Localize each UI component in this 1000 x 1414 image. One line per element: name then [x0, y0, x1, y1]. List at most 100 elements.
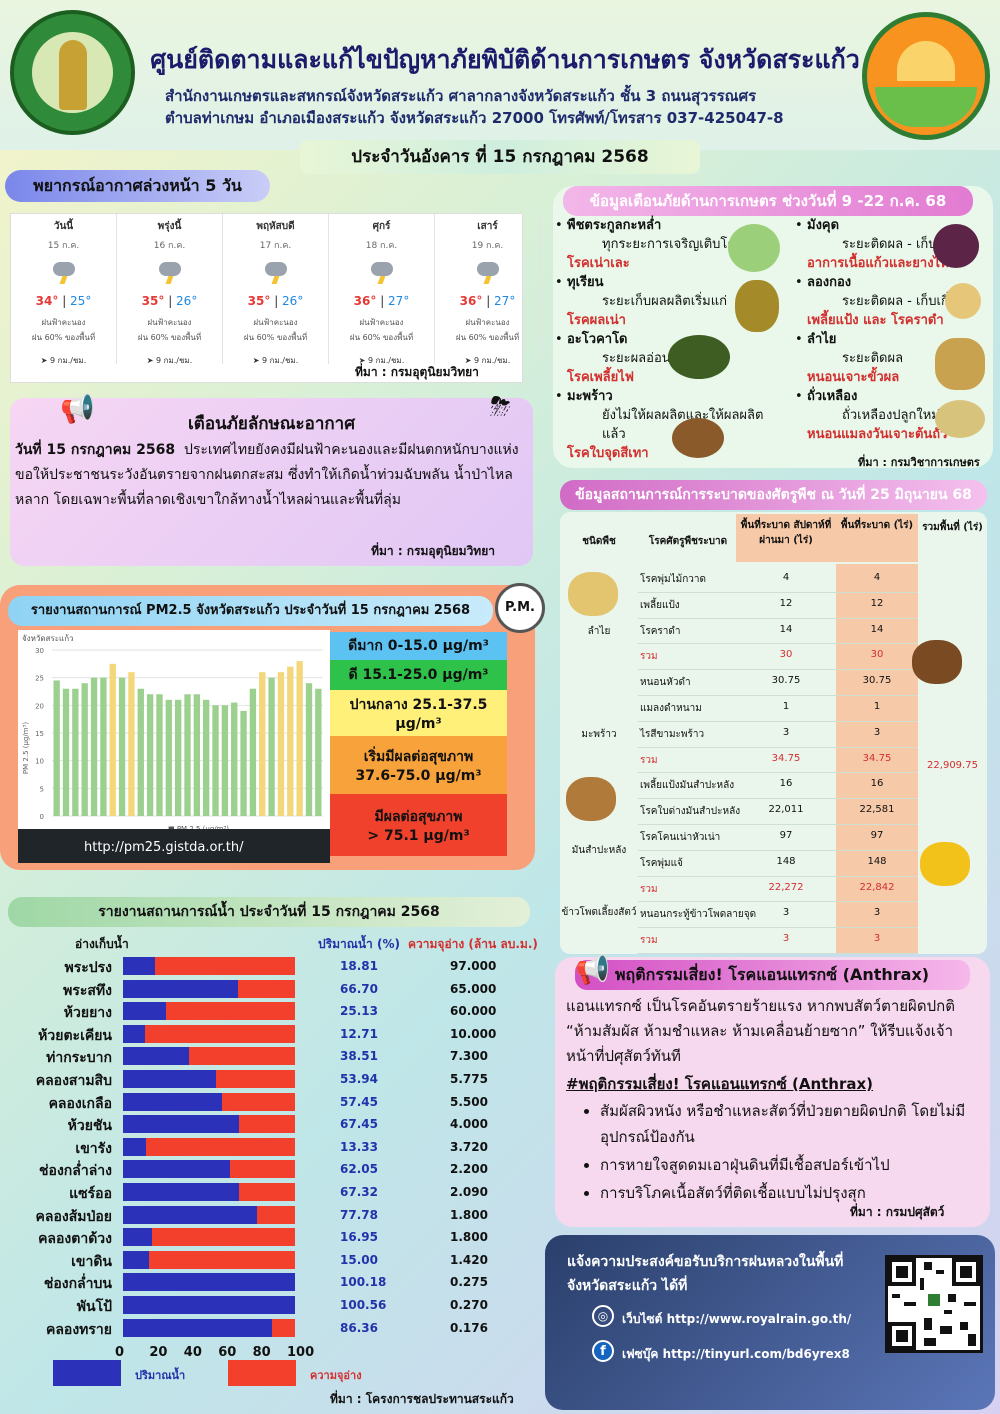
- y-tick-label: 20: [35, 702, 44, 710]
- water-level-bar: [123, 1160, 230, 1179]
- pest-name: โรคพุ่มแจ้: [640, 857, 683, 869]
- reservoir-name: คลองเกลือ: [48, 1095, 112, 1112]
- pest-table-header: ชนิดพืช โรคศัตรูพืชระบาด พื้นที่ระบาด สัปด…: [560, 512, 987, 564]
- water-percent: 67.45: [340, 1117, 378, 1132]
- pm25-url[interactable]: http://pm25.gistda.or.th/: [84, 840, 244, 855]
- website-link[interactable]: เว็บไซต์ http://www.royalrain.go.th/: [622, 1312, 852, 1326]
- forecast-date: 16 ก.ค.: [153, 241, 186, 251]
- water-col-cap: ความจุอ่าง (ล้าน ลบ.ม.): [408, 937, 538, 951]
- capacity-bar: [123, 1137, 295, 1156]
- x-tick-label: 0: [115, 1345, 125, 1361]
- pm25-bar: [146, 694, 154, 816]
- pm25-bar: [118, 677, 126, 816]
- crop-alert-item: มะพร้าวยังไม่ให้ผลผลิตและให้ผลผลิตแล้วโร…: [555, 387, 777, 463]
- water-percent: 86.36: [340, 1320, 378, 1335]
- forecast-day-name: เสาร์: [477, 221, 498, 232]
- reservoir-capacity: 65.000: [450, 981, 497, 996]
- provincial-agri-logo: [862, 12, 990, 140]
- pest-area: 34.75: [862, 752, 892, 764]
- water-percent: 53.94: [340, 1072, 378, 1086]
- pest-name: หนอนหัวดำ: [640, 677, 691, 689]
- avocado-icon: [668, 335, 730, 379]
- coconut-icon: [672, 418, 724, 458]
- pest-area: 4: [873, 572, 881, 583]
- pm25-bar: [249, 688, 257, 816]
- reservoir-capacity: 1.800: [450, 1207, 488, 1222]
- qr-code[interactable]: [885, 1255, 983, 1353]
- forecast-wind: 9 กม./ชม.: [262, 356, 299, 365]
- water-level-bar: [123, 1047, 190, 1066]
- pm25-bar: [165, 699, 172, 816]
- reservoir-name: คลองส้มป่อย: [35, 1208, 112, 1225]
- warning-source: ที่มา : กรมอุตุนิยมวิทยา: [371, 544, 495, 558]
- legend-cap: ความจุอ่าง: [310, 1369, 362, 1382]
- coconut-icon: [912, 640, 962, 684]
- forecast-day: วันนี้ 15 ก.ค. 34° | 25° ฝนฟ้าคะนอง ฝน 6…: [11, 214, 117, 365]
- reservoir-name: คลองสามสิบ: [35, 1073, 112, 1089]
- forecast-day: ศุกร์ 18 ก.ค. 36° | 27° ฝนฟ้าคะนอง ฝน 60…: [329, 214, 435, 365]
- pest-area: 30.75: [862, 675, 892, 687]
- row-divider: [638, 953, 918, 954]
- pm25-bar: [240, 710, 247, 816]
- pest-header-cell: พื้นที่ระบาด สัปดาห์ที่ผ่านมา (ไร่): [736, 514, 836, 562]
- crop-alert-item: ถั่วเหลืองถั่วเหลืองปลูกใหม่หนอนแมลงวันเ…: [795, 387, 987, 444]
- pest-area: 22,581: [859, 804, 895, 816]
- thunderstorm-icon: [264, 262, 287, 276]
- legend-water: ปริมาณน้ำ: [135, 1369, 186, 1382]
- pest-area: 97: [870, 830, 884, 841]
- megaphone-icon: 📢: [60, 392, 95, 425]
- temp-min: 26°: [282, 294, 304, 308]
- pm25-bar: [184, 694, 191, 816]
- forecast-wind: 9 กม./ชม.: [50, 356, 87, 365]
- row-divider: [638, 875, 918, 877]
- water-percent: 67.32: [340, 1185, 378, 1199]
- reservoir-capacity: 0.275: [450, 1275, 488, 1290]
- cassava-icon: [566, 777, 616, 821]
- pest-area: 3: [873, 907, 881, 919]
- pest-area: 3: [873, 933, 881, 945]
- forecast-wind: 9 กม./ชม.: [156, 356, 193, 365]
- legend-water-swatch: [53, 1360, 121, 1386]
- pm25-bar: [53, 680, 60, 816]
- thunderstorm-icon: [52, 262, 75, 276]
- address-line-1: สำนักงานเกษตรและสหกรณ์จังหวัดสระแก้ว ศาล…: [165, 87, 757, 105]
- facebook-link[interactable]: เฟซบุ๊ค http://tinyurl.com/bd6yrex8: [622, 1347, 850, 1361]
- x-tick-label: 40: [183, 1345, 202, 1361]
- longan-icon: [935, 338, 985, 390]
- address-line-2: ตำบลท่าเกษม อำเภอเมืองสระแก้ว จังหวัดสระ…: [165, 109, 784, 127]
- pest-area: 16: [870, 778, 884, 790]
- water-percent: 100.56: [340, 1298, 387, 1312]
- reservoir-capacity: 1.800: [450, 1230, 488, 1245]
- temp-min: 25°: [70, 294, 92, 308]
- water-level-bar: [123, 1137, 146, 1156]
- pm25-title: รายงานสถานการณ์ PM2.5 จังหวัดสระแก้ว ประ…: [8, 596, 493, 626]
- crop-name: ข้าวโพดเลี้ยงสัตว์: [561, 907, 637, 919]
- forecast-wind: 9 กม./ชม.: [474, 356, 511, 365]
- pest-header-cell: พื้นที่ระบาด (ไร่): [836, 514, 918, 562]
- temp-max: 35°: [141, 294, 165, 308]
- water-level-bar: [123, 1024, 145, 1043]
- pest-area-last-week: 148: [776, 855, 796, 867]
- reservoir-capacity: 2.090: [450, 1185, 488, 1199]
- y-tick-label: 0: [40, 813, 44, 821]
- crop-alert-item: พืชตระกูลกะหล่ำทุกระยะการเจริญเติบโตโรคเ…: [555, 216, 777, 273]
- forecast-rain: ฝน 60% ของพื้นที่: [137, 333, 202, 342]
- water-percent: 15.00: [340, 1252, 378, 1267]
- pest-area-last-week: 22,272: [768, 881, 804, 893]
- pest-name: รวม: [640, 651, 658, 663]
- reservoir-name: คลองตาด้วง: [38, 1231, 112, 1248]
- water-title: รายงานสถานการณ์น้ำ ประจำวันที่ 15 กรกฎาค…: [8, 897, 530, 927]
- water-level-bar: [123, 1273, 295, 1292]
- pest-table: ชนิดพืช โรคศัตรูพืชระบาด พื้นที่ระบาด สัปด…: [560, 512, 987, 954]
- forecast-date: 19 ก.ค.: [471, 241, 504, 251]
- forecast-day: พฤหัสบดี 17 ก.ค. 35° | 26° ฝนฟ้าคะนอง ฝน…: [223, 214, 329, 365]
- row-divider: [638, 824, 918, 825]
- reservoir-name: ช่องกล่ำล่าง: [39, 1163, 112, 1180]
- anthrax-bullet: การบริโภคเนื้อสัตว์ที่ติดเชื้อแบบไม่ปรุง…: [600, 1180, 970, 1206]
- reservoir-capacity: 10.000: [450, 1026, 497, 1041]
- anthrax-source: ที่มา : กรมปศุสัตว์: [850, 1205, 945, 1219]
- water-percent: 18.81: [340, 959, 378, 973]
- row-divider: [638, 720, 918, 722]
- row-divider: [638, 746, 918, 748]
